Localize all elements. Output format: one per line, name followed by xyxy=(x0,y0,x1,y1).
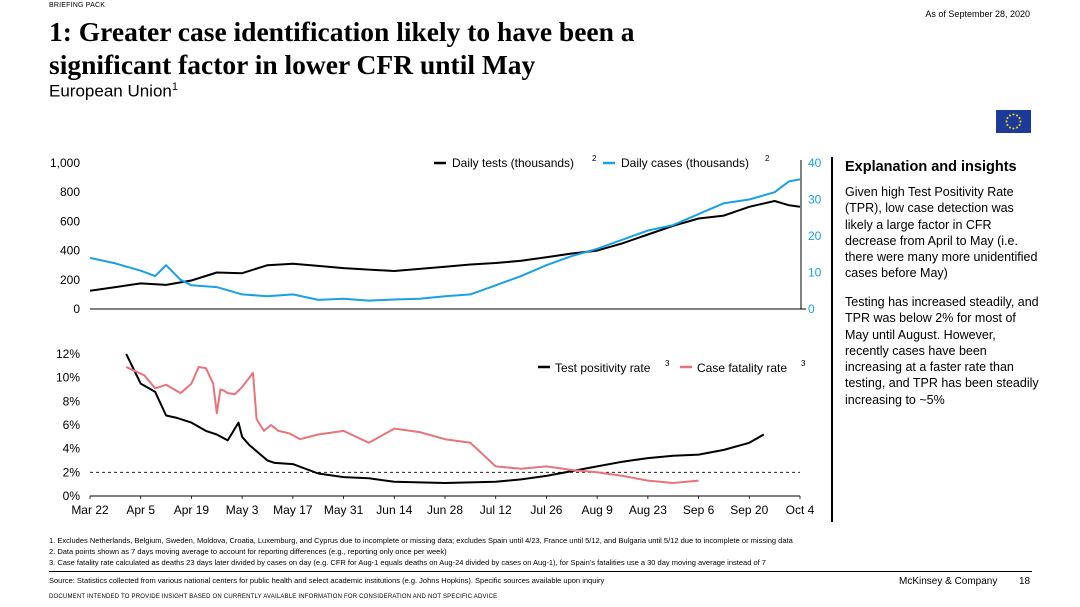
y-left-tick-label: 0 xyxy=(73,302,80,316)
flag-star xyxy=(1006,124,1009,126)
legend-label: Case fatality rate xyxy=(697,361,787,375)
x-tick-label: Sep 6 xyxy=(683,503,715,517)
y-left-tick-label: 1,000 xyxy=(50,156,80,170)
insights-paragraph-2: Testing has increased steadily, and TPR … xyxy=(845,295,1039,407)
subtitle-footnote-ref: 1 xyxy=(171,81,178,93)
x-tick-label: Jul 12 xyxy=(480,503,512,517)
y-right-tick-label: 30 xyxy=(808,193,822,207)
subtitle-text: European Union xyxy=(49,81,172,101)
page-subtitle: European Union1 xyxy=(49,81,178,102)
page-number: 18 xyxy=(1019,576,1031,587)
x-tick-label: Mar 22 xyxy=(71,503,109,517)
legend-footnote-ref: 3 xyxy=(801,359,806,368)
x-tick-label: May 31 xyxy=(324,503,364,517)
flag-star xyxy=(1018,117,1021,119)
x-tick-label: Jun 14 xyxy=(376,503,412,517)
y-right-tick-label: 0 xyxy=(808,302,815,316)
footer-divider xyxy=(49,571,1032,572)
flag-star xyxy=(1012,127,1015,130)
flag-star xyxy=(1009,114,1011,117)
x-tick-label: Sep 20 xyxy=(730,503,768,517)
insights-paragraph-1: Given high Test Positivity Rate (TPR), l… xyxy=(845,185,1038,281)
tests-cases-chart: 1,000 800 600 400 200 0 40 30 20 10 0 Daily tests (… xyxy=(50,154,822,316)
y-right-tick-label: 10 xyxy=(808,266,822,280)
briefing-pack-label: BRIEFING PACK xyxy=(49,2,106,9)
vertical-divider xyxy=(831,157,833,522)
x-tick-label: Aug 9 xyxy=(581,503,613,517)
y-tick-label: 2% xyxy=(63,465,81,479)
footnote-3: 3. Case fatality rate calculated as deat… xyxy=(49,558,766,567)
y-tick-label: 8% xyxy=(63,394,81,408)
test-positivity-line xyxy=(125,353,765,484)
daily-tests-line xyxy=(89,200,801,292)
y-tick-label: 10% xyxy=(56,371,80,385)
y-left-tick-label: 400 xyxy=(60,244,80,258)
disclaimer: DOCUMENT INTENDED TO PROVIDE INSIGHT BAS… xyxy=(49,594,498,600)
footnote-1: 1. Excludes Netherlands, Belgium, Sweden… xyxy=(49,536,793,545)
footnotes: 1. Excludes Netherlands, Belgium, Sweden… xyxy=(49,535,793,568)
flag-star xyxy=(1016,114,1018,117)
legend-footnote-ref: 2 xyxy=(592,154,597,163)
y-left-tick-label: 600 xyxy=(60,214,80,228)
y-tick-label: 0% xyxy=(63,489,81,503)
source-note: Source: Statistics collected from variou… xyxy=(49,576,605,585)
eu-flag-icon xyxy=(996,110,1031,133)
insights-heading: Explanation and insights xyxy=(845,159,1017,175)
page-title: 1: Greater case identification likely to… xyxy=(49,15,849,81)
y-right-tick-label: 20 xyxy=(808,229,822,243)
y-tick-label: 4% xyxy=(63,442,81,456)
footnote-2: 2. Data points shown as 7 days moving av… xyxy=(49,547,447,556)
positivity-fatality-chart: 12% 10% 8% 6% 4% 2% 0%Mar 22 Apr 5 Apr 19 May 3 Ma… xyxy=(56,347,815,517)
x-tick-label: Jun 28 xyxy=(427,503,463,517)
x-tick-label: May 17 xyxy=(273,503,313,517)
flag-star xyxy=(1006,117,1009,119)
x-tick-label: Aug 23 xyxy=(629,503,667,517)
flag-star xyxy=(1012,113,1015,116)
x-tick-label: Jul 26 xyxy=(530,503,562,517)
legend-footnote-ref: 2 xyxy=(765,154,770,163)
legend-label: Daily tests (thousands) xyxy=(452,156,574,170)
y-tick-label: 6% xyxy=(63,418,81,432)
page-title-line-1: 1: Greater case identification likely to… xyxy=(49,16,635,47)
eu-flag-stars xyxy=(1005,113,1022,130)
legend-label: Test positivity rate xyxy=(555,361,651,375)
flag-star xyxy=(1016,126,1018,129)
daily-cases-line xyxy=(89,178,801,302)
y-right-tick-label: 40 xyxy=(808,156,822,170)
legend-footnote-ref: 3 xyxy=(665,359,670,368)
case-fatality-line xyxy=(125,366,699,484)
company-name: McKinsey & Company xyxy=(899,576,998,587)
flag-star xyxy=(1018,124,1021,126)
as-of-date: As of September 28, 2020 xyxy=(925,9,1030,19)
flag-star xyxy=(1009,126,1011,129)
x-tick-label: May 3 xyxy=(226,503,259,517)
flag-star xyxy=(1005,120,1008,123)
x-tick-label: Apr 5 xyxy=(126,503,155,517)
x-tick-label: Apr 19 xyxy=(174,503,210,517)
y-tick-label: 12% xyxy=(56,347,80,361)
y-left-tick-label: 200 xyxy=(60,273,80,287)
x-tick-label: Oct 4 xyxy=(786,503,815,517)
page-title-line-2: significant factor in lower CFR until Ma… xyxy=(49,49,536,80)
y-left-tick-label: 800 xyxy=(60,185,80,199)
flag-star xyxy=(1019,120,1022,123)
legend-label: Daily cases (thousands) xyxy=(621,156,749,170)
